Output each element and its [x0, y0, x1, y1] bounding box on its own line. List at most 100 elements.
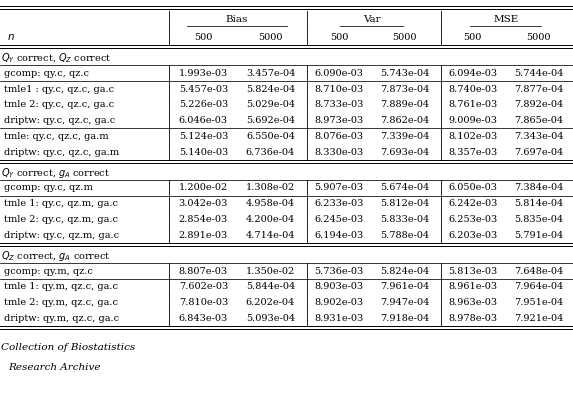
Text: 5.844e-04: 5.844e-04 [246, 282, 295, 291]
Text: 1.993e-03: 1.993e-03 [179, 69, 228, 78]
Text: 500: 500 [464, 33, 482, 41]
Text: 7.343e-04: 7.343e-04 [514, 132, 563, 141]
Text: 6.090e-03: 6.090e-03 [315, 69, 364, 78]
Text: 5.813e-03: 5.813e-03 [448, 267, 497, 275]
Text: Var: Var [363, 15, 380, 24]
Text: 6.194e-03: 6.194e-03 [315, 231, 364, 240]
Text: 8.357e-03: 8.357e-03 [448, 148, 497, 156]
Text: 8.973e-03: 8.973e-03 [315, 116, 364, 125]
Text: 8.902e-03: 8.902e-03 [315, 298, 364, 307]
Text: 7.873e-04: 7.873e-04 [380, 85, 429, 93]
Text: 5.093e-04: 5.093e-04 [246, 314, 295, 323]
Text: 7.697e-04: 7.697e-04 [514, 148, 563, 156]
Text: 5.824e-04: 5.824e-04 [246, 85, 295, 93]
Text: $Q_Y$ correct, $g_A$ correct: $Q_Y$ correct, $g_A$ correct [1, 165, 111, 180]
Text: gcomp: qy.m, qz.c: gcomp: qy.m, qz.c [4, 267, 93, 275]
Text: 8.761e-03: 8.761e-03 [448, 100, 497, 109]
Text: driptw: qy.m, qz.c, ga.c: driptw: qy.m, qz.c, ga.c [4, 314, 119, 323]
Text: tmle: qy.c, qz.c, ga.m: tmle: qy.c, qz.c, ga.m [4, 132, 109, 141]
Text: 5.791e-04: 5.791e-04 [514, 231, 563, 240]
Text: 5.788e-04: 5.788e-04 [380, 231, 429, 240]
Text: 6.202e-04: 6.202e-04 [246, 298, 295, 307]
Text: 7.951e-04: 7.951e-04 [514, 298, 563, 307]
Text: 5.824e-04: 5.824e-04 [380, 267, 429, 275]
Text: 6.253e-03: 6.253e-03 [448, 215, 497, 224]
Text: 7.889e-04: 7.889e-04 [380, 100, 429, 109]
Text: 5.744e-04: 5.744e-04 [514, 69, 563, 78]
Text: Research Archive: Research Archive [9, 363, 101, 372]
Text: 5.835e-04: 5.835e-04 [514, 215, 563, 224]
Text: $n$: $n$ [7, 32, 15, 42]
Text: 7.921e-04: 7.921e-04 [514, 314, 563, 323]
Text: 7.810e-03: 7.810e-03 [179, 298, 228, 307]
Text: gcomp: qy.c, qz.c: gcomp: qy.c, qz.c [4, 69, 89, 78]
Text: 7.384e-04: 7.384e-04 [514, 184, 563, 192]
Text: gcomp: qy.c, qz.m: gcomp: qy.c, qz.m [4, 184, 93, 192]
Text: 8.963e-03: 8.963e-03 [448, 298, 497, 307]
Text: 2.854e-03: 2.854e-03 [179, 215, 228, 224]
Text: tmle 2: qy.m, qz.c, ga.c: tmle 2: qy.m, qz.c, ga.c [4, 298, 118, 307]
Text: 6.094e-03: 6.094e-03 [448, 69, 497, 78]
Text: 5.812e-04: 5.812e-04 [380, 199, 429, 208]
Text: 4.200e-04: 4.200e-04 [246, 215, 295, 224]
Text: 5.140e-03: 5.140e-03 [179, 148, 228, 156]
Text: 7.947e-04: 7.947e-04 [380, 298, 429, 307]
Text: 2.891e-03: 2.891e-03 [179, 231, 228, 240]
Text: Bias: Bias [226, 15, 248, 24]
Text: driptw: qy.c, qz.c, ga.c: driptw: qy.c, qz.c, ga.c [4, 116, 115, 125]
Text: 8.903e-03: 8.903e-03 [315, 282, 364, 291]
Text: 5.736e-03: 5.736e-03 [315, 267, 364, 275]
Text: 8.710e-03: 8.710e-03 [315, 85, 364, 93]
Text: 7.648e-04: 7.648e-04 [514, 267, 563, 275]
Text: 5.674e-04: 5.674e-04 [380, 184, 429, 192]
Text: 9.009e-03: 9.009e-03 [448, 116, 497, 125]
Text: 3.042e-03: 3.042e-03 [179, 199, 228, 208]
Text: 5.457e-03: 5.457e-03 [179, 85, 228, 93]
Text: 3.457e-04: 3.457e-04 [246, 69, 295, 78]
Text: 5.814e-04: 5.814e-04 [514, 199, 563, 208]
Text: 7.862e-04: 7.862e-04 [380, 116, 429, 125]
Text: 5.124e-03: 5.124e-03 [179, 132, 228, 141]
Text: tmle 1: qy.m, qz.c, ga.c: tmle 1: qy.m, qz.c, ga.c [4, 282, 118, 291]
Text: tmle 1: qy.c, qz.m, ga.c: tmle 1: qy.c, qz.m, ga.c [4, 199, 118, 208]
Text: 7.339e-04: 7.339e-04 [380, 132, 429, 141]
Text: 6.233e-03: 6.233e-03 [315, 199, 364, 208]
Text: tmle1 : qy.c, qz.c, ga.c: tmle1 : qy.c, qz.c, ga.c [4, 85, 114, 93]
Text: 7.964e-04: 7.964e-04 [514, 282, 563, 291]
Text: 8.807e-03: 8.807e-03 [179, 267, 228, 275]
Text: 7.865e-04: 7.865e-04 [514, 116, 563, 125]
Text: 1.200e-02: 1.200e-02 [179, 184, 228, 192]
Text: 5.833e-04: 5.833e-04 [380, 215, 429, 224]
Text: 7.918e-04: 7.918e-04 [380, 314, 429, 323]
Text: 7.961e-04: 7.961e-04 [380, 282, 429, 291]
Text: 500: 500 [330, 33, 348, 41]
Text: 5.692e-04: 5.692e-04 [246, 116, 295, 125]
Text: 7.602e-03: 7.602e-03 [179, 282, 228, 291]
Text: 1.308e-02: 1.308e-02 [246, 184, 295, 192]
Text: 5.743e-04: 5.743e-04 [380, 69, 429, 78]
Text: tmle 2: qy.c, qz.c, ga.c: tmle 2: qy.c, qz.c, ga.c [4, 100, 114, 109]
Text: 5000: 5000 [258, 33, 282, 41]
Text: 7.892e-04: 7.892e-04 [514, 100, 563, 109]
Text: 6.843e-03: 6.843e-03 [179, 314, 228, 323]
Text: 6.242e-03: 6.242e-03 [448, 199, 497, 208]
Text: 6.245e-03: 6.245e-03 [315, 215, 364, 224]
Text: $Q_Y$ correct, $Q_Z$ correct: $Q_Y$ correct, $Q_Z$ correct [1, 51, 112, 65]
Text: 5.029e-04: 5.029e-04 [246, 100, 295, 109]
Text: 1.350e-02: 1.350e-02 [246, 267, 295, 275]
Text: 8.076e-03: 8.076e-03 [315, 132, 364, 141]
Text: 5000: 5000 [393, 33, 417, 41]
Text: 7.693e-04: 7.693e-04 [380, 148, 429, 156]
Text: 6.050e-03: 6.050e-03 [448, 184, 497, 192]
Text: 5.226e-03: 5.226e-03 [179, 100, 228, 109]
Text: 8.931e-03: 8.931e-03 [315, 314, 364, 323]
Text: driptw: qy.c, qz.c, ga.m: driptw: qy.c, qz.c, ga.m [4, 148, 119, 156]
Text: tmle 2: qy.c, qz.m, ga.c: tmle 2: qy.c, qz.m, ga.c [4, 215, 118, 224]
Text: 5.907e-03: 5.907e-03 [315, 184, 364, 192]
Text: 6.203e-03: 6.203e-03 [448, 231, 497, 240]
Text: 6.736e-04: 6.736e-04 [246, 148, 295, 156]
Text: 8.978e-03: 8.978e-03 [448, 314, 497, 323]
Text: 8.740e-03: 8.740e-03 [448, 85, 497, 93]
Text: 8.733e-03: 8.733e-03 [315, 100, 364, 109]
Text: 500: 500 [194, 33, 213, 41]
